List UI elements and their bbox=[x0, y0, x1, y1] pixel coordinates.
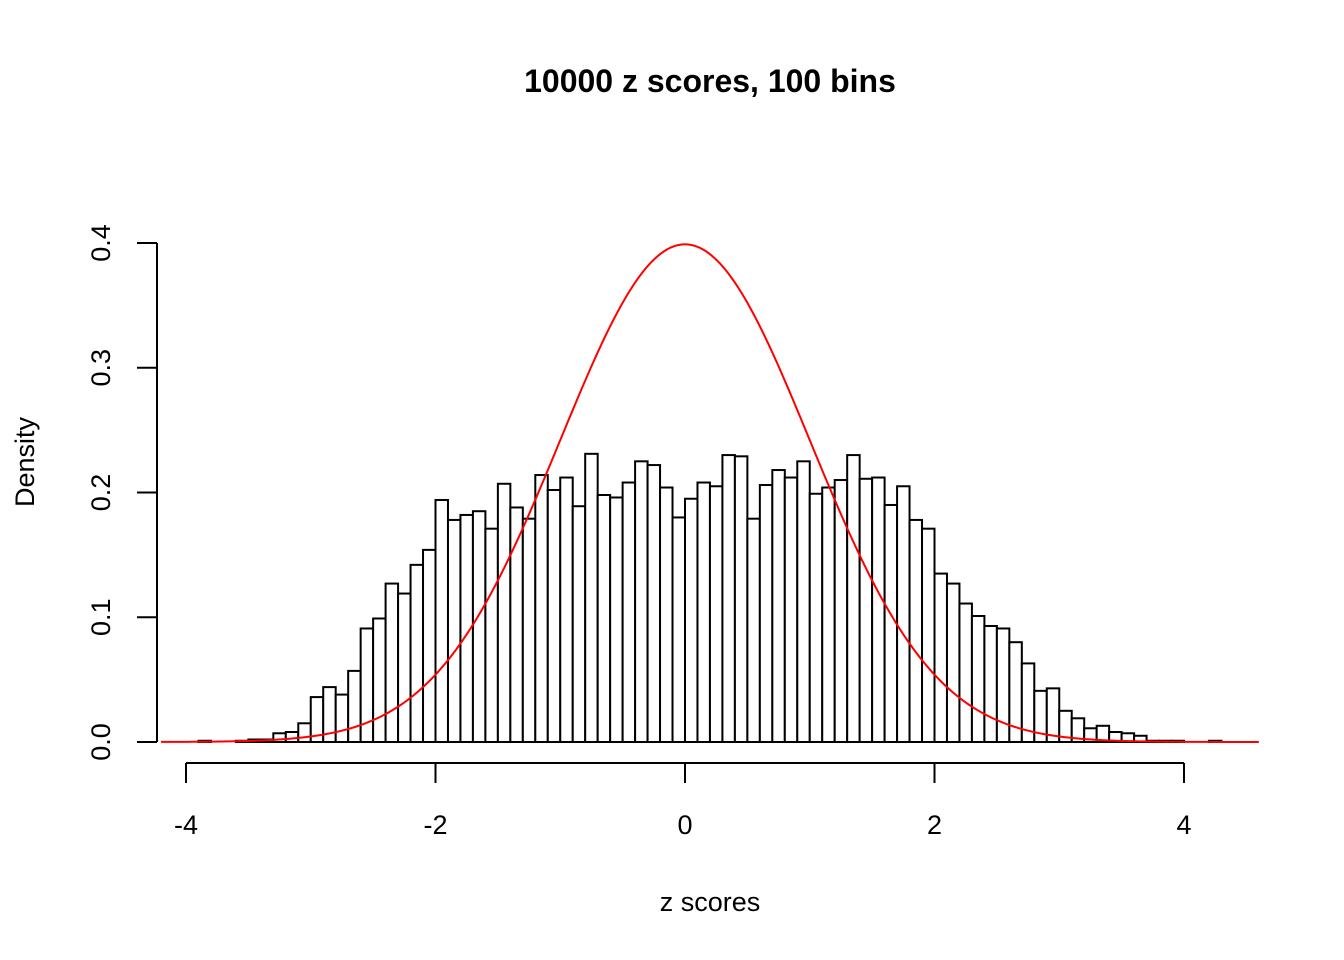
histogram-bar bbox=[584, 452, 599, 743]
histogram-bar bbox=[546, 489, 562, 743]
histogram-bar bbox=[796, 460, 811, 743]
histogram-bar bbox=[446, 518, 462, 743]
histogram-bar bbox=[958, 602, 973, 744]
histogram-bar bbox=[496, 482, 512, 743]
histogram-bar bbox=[708, 485, 724, 744]
histogram-bar bbox=[397, 592, 412, 743]
y-axis: 0.0 0.1 0.2 0.3 0.4 bbox=[86, 224, 158, 761]
histogram-bar bbox=[484, 527, 499, 743]
histogram-bar bbox=[559, 476, 574, 743]
x-axis-label: z scores bbox=[660, 887, 761, 917]
histogram-bar bbox=[858, 477, 874, 743]
chart-title: 10000 z scores, 100 bins bbox=[524, 63, 896, 99]
histogram-bar bbox=[621, 481, 637, 743]
histogram-bar bbox=[771, 469, 786, 743]
histogram-bar bbox=[970, 615, 986, 743]
histogram-bar bbox=[297, 722, 312, 743]
histogram-bar bbox=[945, 582, 961, 743]
histogram-bar bbox=[833, 479, 849, 743]
histogram-bar bbox=[571, 505, 587, 743]
histogram-bar bbox=[783, 476, 799, 743]
y-tick-label: 0.0 bbox=[86, 723, 116, 761]
y-tick-label: 0.4 bbox=[86, 224, 116, 262]
histogram-bar bbox=[284, 731, 300, 744]
density-curve-group bbox=[161, 243, 1259, 743]
histogram-bar bbox=[471, 510, 487, 743]
histogram-bar bbox=[634, 460, 649, 743]
histogram-bar bbox=[347, 669, 362, 744]
histogram-bar bbox=[409, 563, 425, 743]
histogram-bar bbox=[596, 493, 612, 743]
histogram-bar bbox=[521, 517, 537, 744]
histogram-bar bbox=[684, 497, 699, 743]
histogram-bar bbox=[758, 484, 774, 743]
histogram-bar bbox=[921, 527, 936, 743]
x-tick-label: -4 bbox=[174, 810, 198, 840]
histogram-bar bbox=[334, 693, 350, 743]
histogram-bar bbox=[871, 476, 886, 743]
histogram-bar bbox=[746, 517, 761, 744]
histogram-bar bbox=[534, 474, 549, 743]
x-tick-label: 4 bbox=[1176, 810, 1191, 840]
bars-group bbox=[197, 452, 1223, 744]
histogram-bar bbox=[659, 486, 674, 744]
histogram-bar bbox=[808, 492, 824, 743]
x-tick-label: 2 bbox=[927, 810, 942, 840]
y-tick-label: 0.1 bbox=[86, 598, 116, 636]
histogram-bar bbox=[721, 454, 736, 743]
histogram-bar bbox=[933, 572, 948, 744]
histogram-bar bbox=[646, 464, 662, 743]
histogram-bar bbox=[372, 617, 387, 743]
histogram-bar bbox=[671, 516, 687, 744]
histogram-bar bbox=[983, 624, 998, 743]
histogram-bar bbox=[422, 548, 437, 744]
y-axis-label: Density bbox=[10, 416, 40, 507]
histogram-bar bbox=[908, 518, 924, 743]
y-tick-label: 0.3 bbox=[86, 349, 116, 387]
histogram-bar bbox=[434, 498, 449, 743]
x-tick-label: -2 bbox=[423, 810, 447, 840]
histogram-bar bbox=[846, 454, 861, 743]
histogram-bar bbox=[896, 485, 911, 744]
histogram-bar bbox=[696, 481, 711, 743]
histogram-bar bbox=[609, 496, 624, 743]
x-tick-label: 0 bbox=[677, 810, 692, 840]
histogram-bar bbox=[384, 582, 400, 743]
normal-density-curve bbox=[161, 243, 1259, 743]
histogram-bar bbox=[821, 486, 836, 744]
histogram-bar bbox=[733, 455, 749, 743]
y-tick-label: 0.2 bbox=[86, 474, 116, 512]
x-axis: -4 -2 0 2 4 bbox=[174, 762, 1192, 840]
